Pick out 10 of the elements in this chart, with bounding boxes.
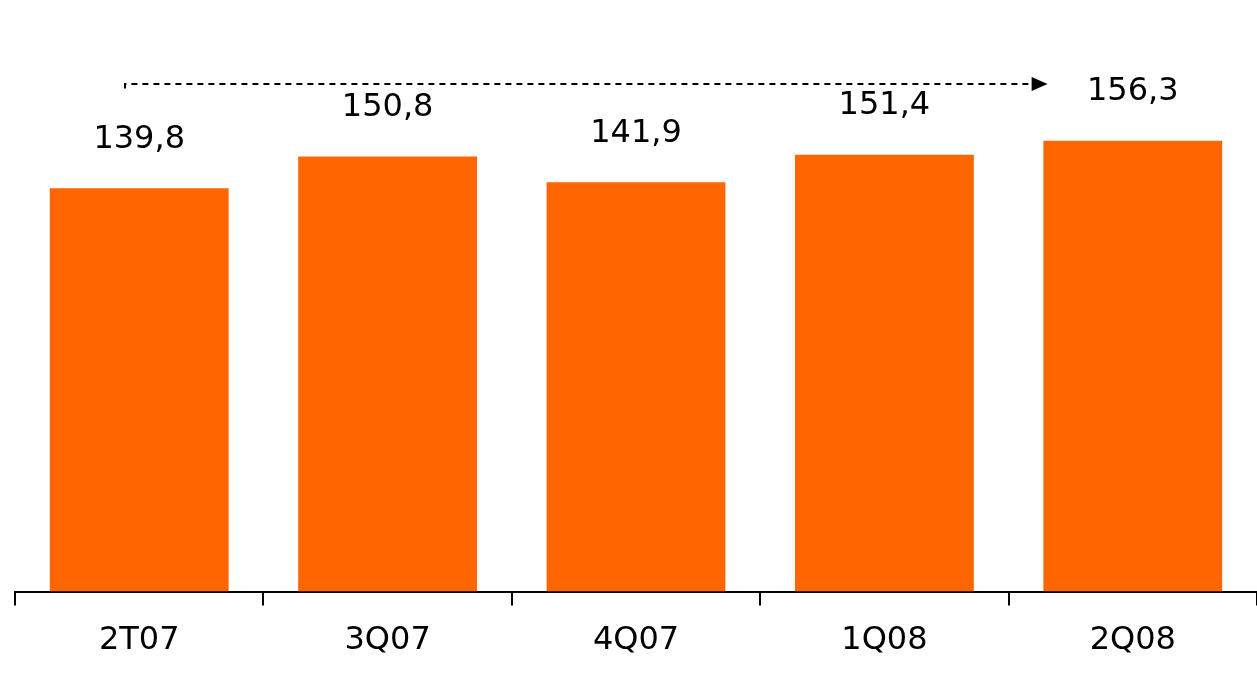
data-label: 141,9 xyxy=(590,111,682,150)
data-label: 150,8 xyxy=(341,85,434,124)
x-tick-label: 4Q07 xyxy=(592,619,680,658)
data-label: 151,4 xyxy=(838,84,931,123)
x-tick-label: 1Q08 xyxy=(841,619,928,658)
data-label: 156,3 xyxy=(1087,69,1179,108)
x-tick-label: 3Q07 xyxy=(344,619,431,658)
data-label: 139,8 xyxy=(93,117,185,156)
x-tick-label: 2T07 xyxy=(98,619,180,658)
x-tick-label: 2Q08 xyxy=(1089,619,1176,658)
